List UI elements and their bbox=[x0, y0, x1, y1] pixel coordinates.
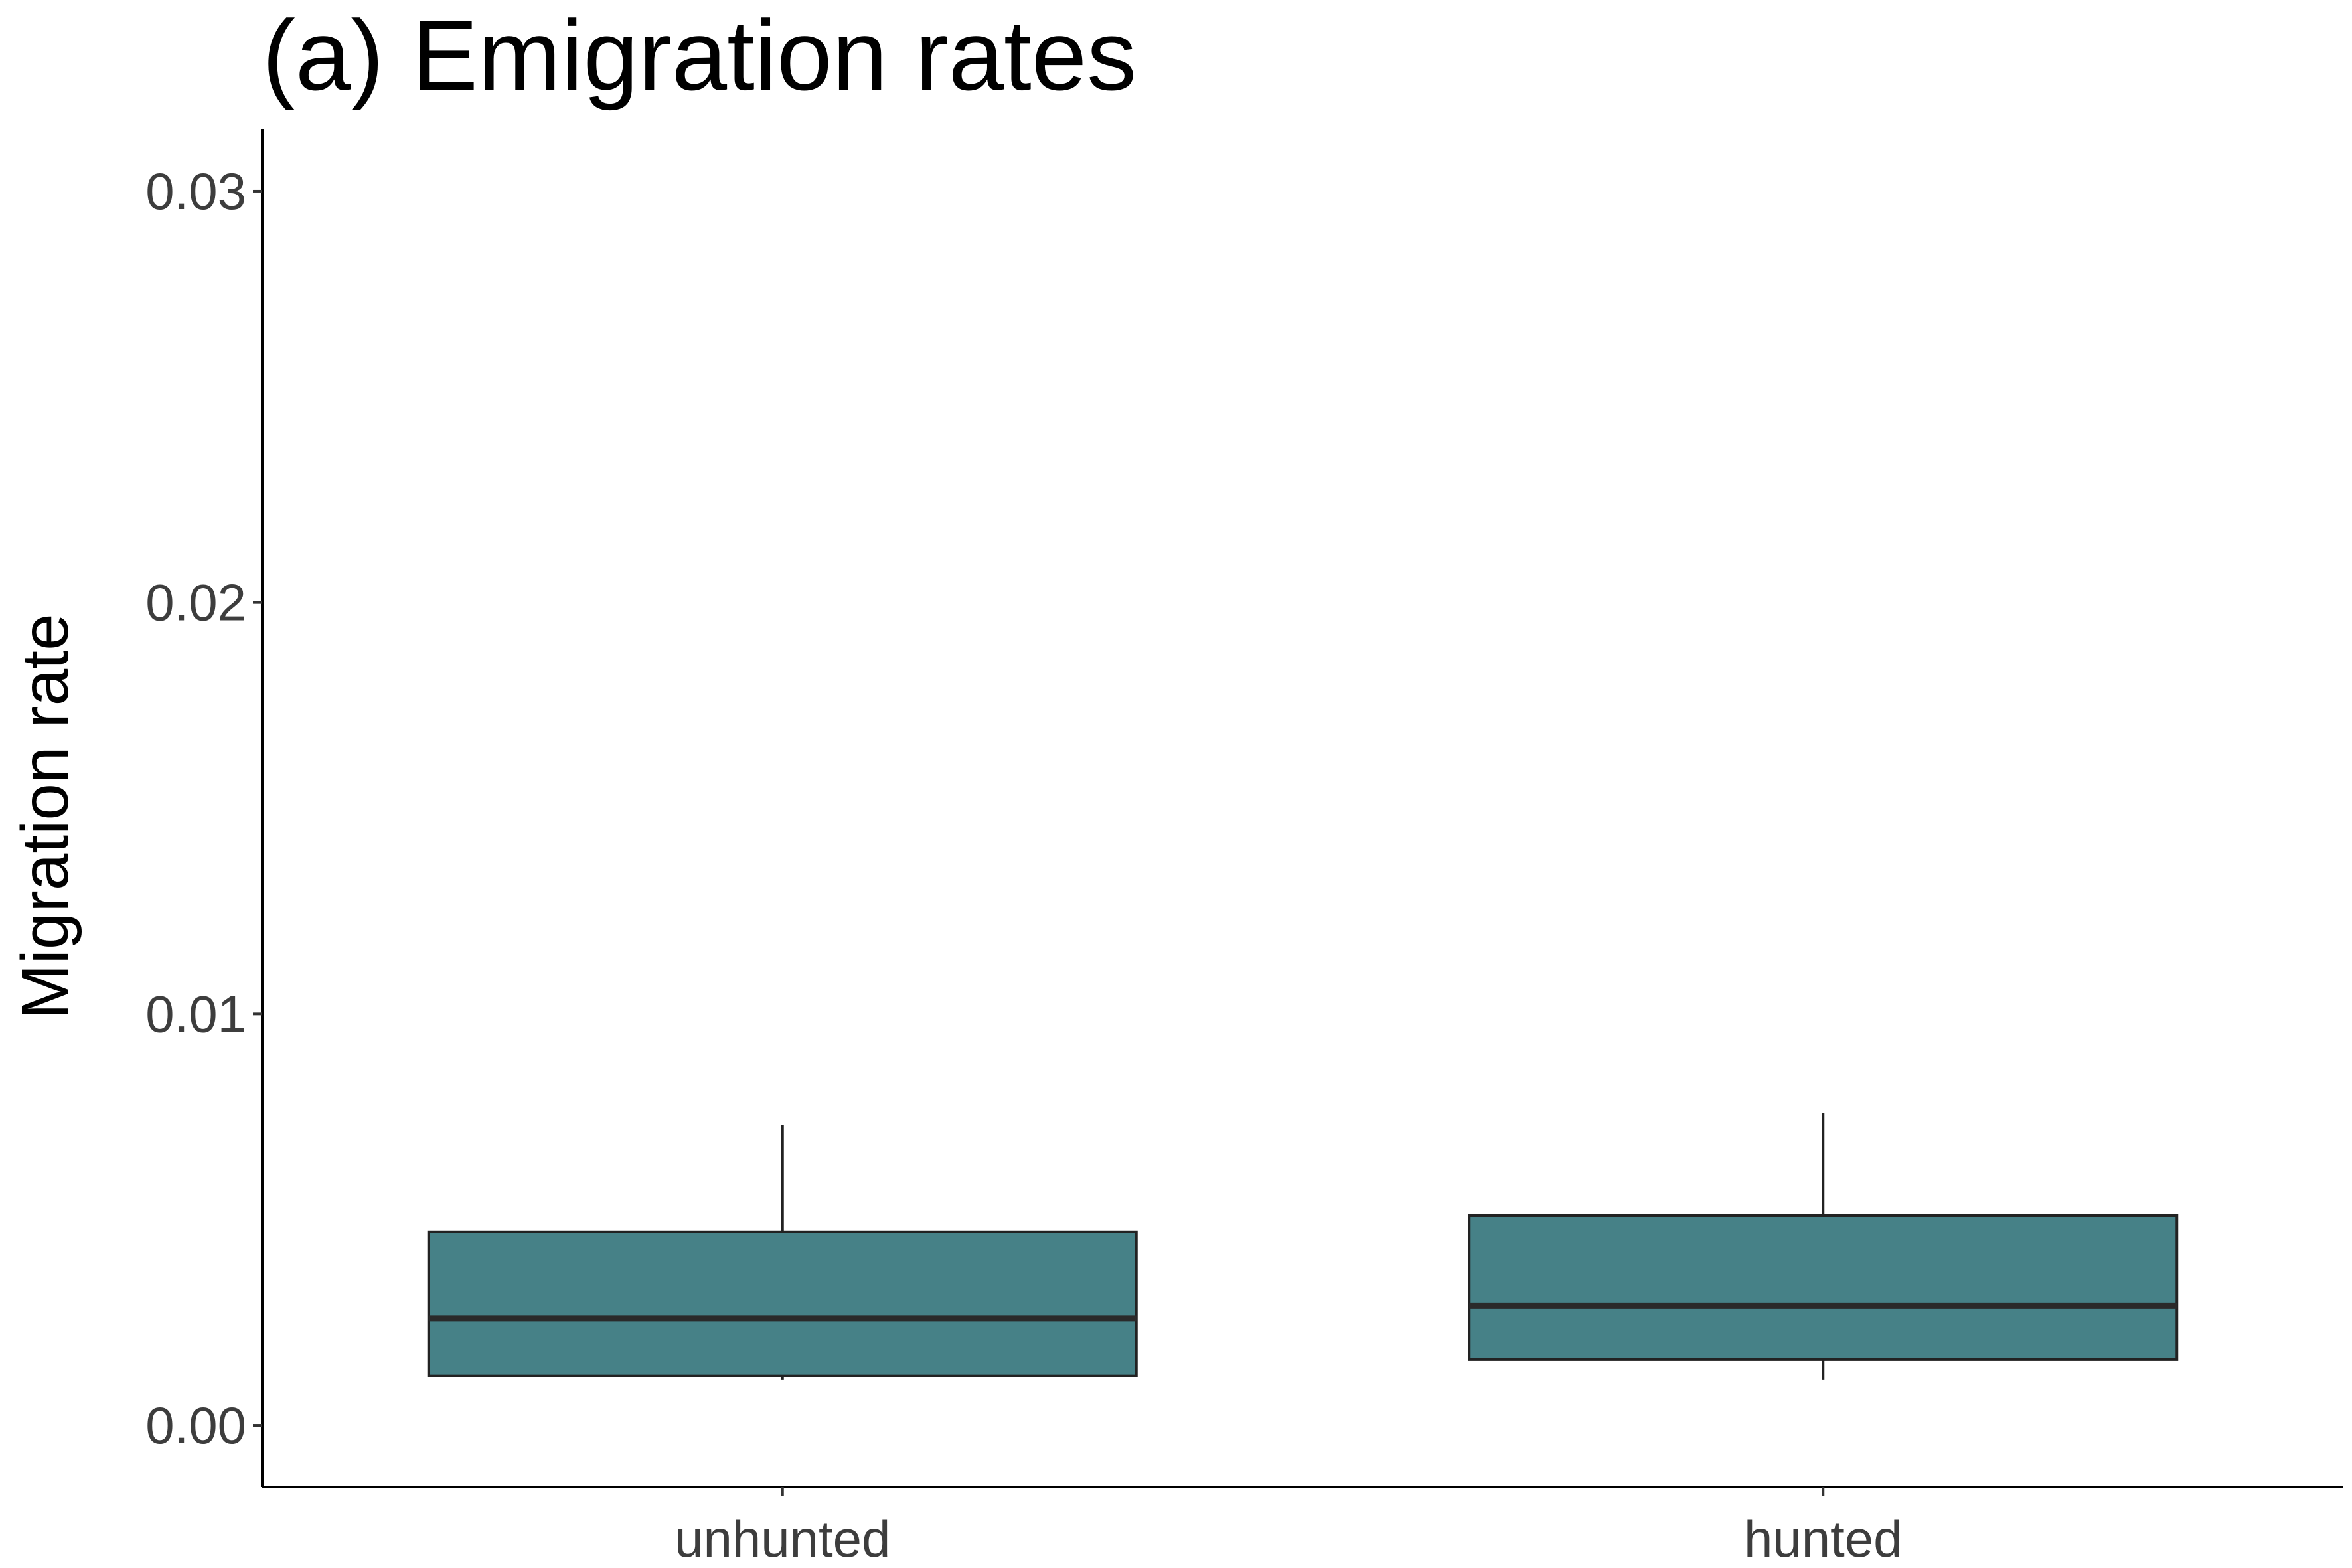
x-tick-label: hunted bbox=[1744, 1510, 1903, 1568]
chart-title: (a) Emigration rates bbox=[262, 0, 1137, 111]
x-tick-label: unhunted bbox=[674, 1510, 890, 1568]
x-axis-ticks: unhunted hunted bbox=[674, 1487, 1903, 1568]
box-iqr bbox=[427, 1230, 1138, 1377]
y-axis-label: Migration rate bbox=[8, 613, 82, 1019]
y-tick-label: 0.03 bbox=[145, 162, 246, 220]
y-tick-label: 0.02 bbox=[145, 574, 246, 632]
y-axis-ticks: 0.00 0.01 0.02 0.03 bbox=[145, 162, 262, 1454]
boxes bbox=[427, 1113, 2179, 1380]
box-hunted bbox=[1468, 1113, 2179, 1380]
y-tick-label: 0.00 bbox=[145, 1396, 246, 1454]
box-unhunted bbox=[427, 1125, 1138, 1380]
axes bbox=[261, 129, 2343, 1488]
y-tick-label: 0.01 bbox=[145, 984, 246, 1043]
box-iqr bbox=[1468, 1214, 2179, 1361]
